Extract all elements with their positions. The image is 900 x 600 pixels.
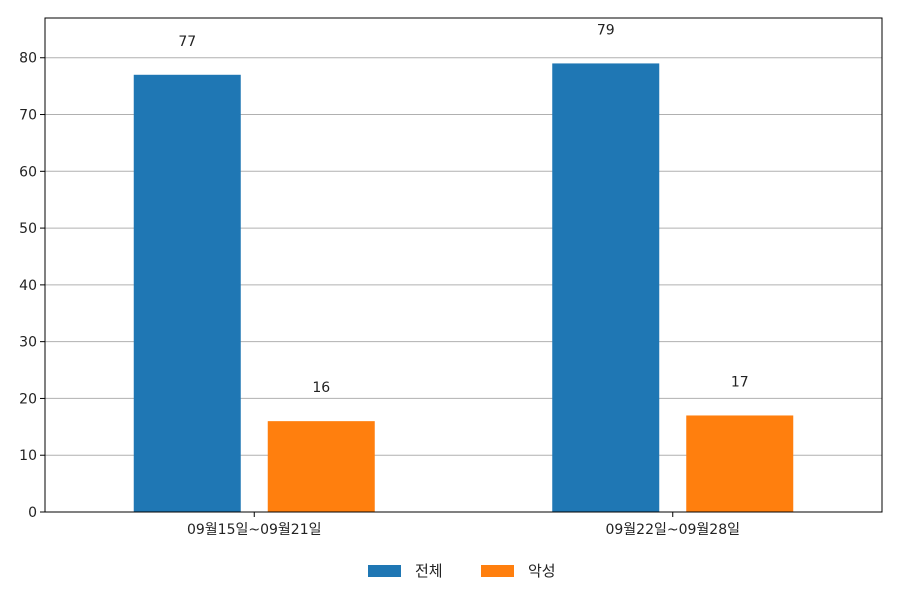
bar bbox=[267, 421, 375, 512]
y-tick-label: 80 bbox=[19, 51, 37, 67]
y-tick-label: 20 bbox=[19, 391, 37, 407]
y-tick-label: 30 bbox=[19, 335, 37, 351]
bars bbox=[133, 63, 794, 512]
data-labels: 77 79 16 17 bbox=[178, 22, 748, 396]
y-tick-label: 70 bbox=[19, 108, 37, 124]
y-tick-label: 0 bbox=[28, 505, 37, 521]
data-label: 17 bbox=[731, 374, 749, 390]
legend-swatch bbox=[481, 565, 514, 577]
x-tick-label: 09월22일~09월28일 bbox=[605, 522, 740, 538]
y-axis: 0 10 20 30 40 50 60 70 80 bbox=[19, 51, 45, 521]
x-axis: 09월15일~09월21일 09월22일~09월28일 bbox=[187, 512, 740, 538]
bar bbox=[686, 415, 794, 512]
legend-label: 전체 bbox=[415, 562, 443, 580]
y-tick-label: 40 bbox=[19, 278, 37, 294]
bar bbox=[133, 74, 241, 512]
data-label: 77 bbox=[178, 34, 196, 50]
plot-frame bbox=[44, 17, 883, 513]
y-tick-label: 10 bbox=[19, 448, 37, 464]
legend-label: 악성 bbox=[528, 562, 556, 580]
x-tick-label: 09월15일~09월21일 bbox=[187, 522, 322, 538]
y-tick-label: 60 bbox=[19, 164, 37, 180]
data-label: 16 bbox=[312, 380, 330, 396]
legend: 전체 악성 bbox=[368, 562, 556, 580]
legend-swatch bbox=[368, 565, 401, 577]
y-tick-label: 50 bbox=[19, 221, 37, 237]
bar bbox=[552, 63, 660, 512]
data-label: 79 bbox=[597, 22, 615, 38]
